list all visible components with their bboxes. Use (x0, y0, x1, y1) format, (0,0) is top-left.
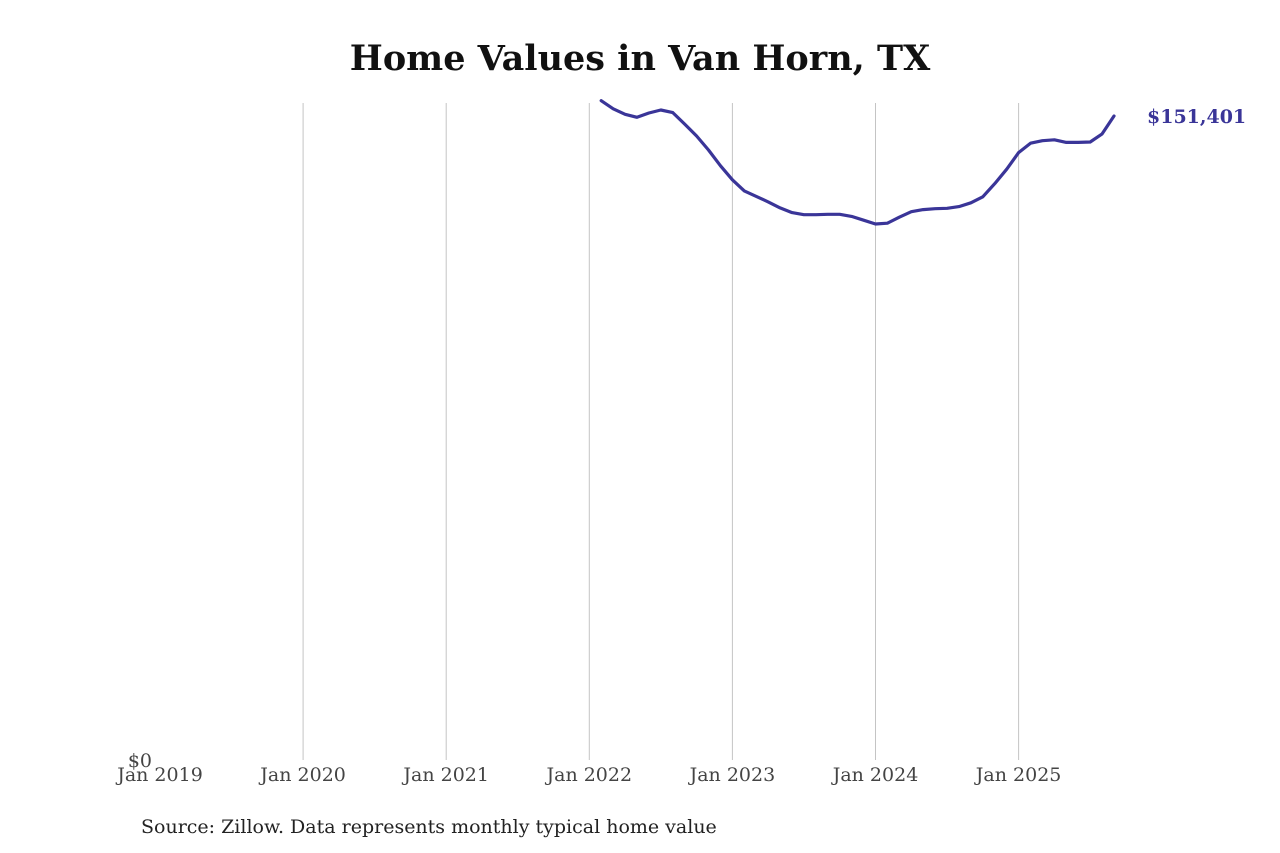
x-tick-label: Jan 2021 (401, 764, 489, 786)
series-layer (599, 99, 1116, 226)
x-tick-label: Jan 2023 (688, 764, 776, 786)
gridlines (302, 103, 1020, 760)
axis-ticks: Jan 2019 Jan 2020 Jan 2021 Jan 2022 Jan 2023… (115, 764, 1061, 786)
x-tick-label: Jan 2022 (545, 764, 633, 786)
y-tick-label: $0 (128, 750, 152, 772)
x-tick-label: Jan 2019 (115, 764, 203, 786)
chart-title: Home Values in Van Horn, TX (349, 38, 931, 79)
end-value-label: $151,401 (1147, 106, 1246, 128)
x-tick-label: Jan 2024 (831, 764, 919, 786)
x-tick-label: Jan 2020 (258, 764, 346, 786)
x-tick-label: Jan 2025 (974, 764, 1062, 786)
series-line (599, 99, 1116, 226)
source-note: Source: Zillow. Data represents monthly … (141, 816, 717, 838)
